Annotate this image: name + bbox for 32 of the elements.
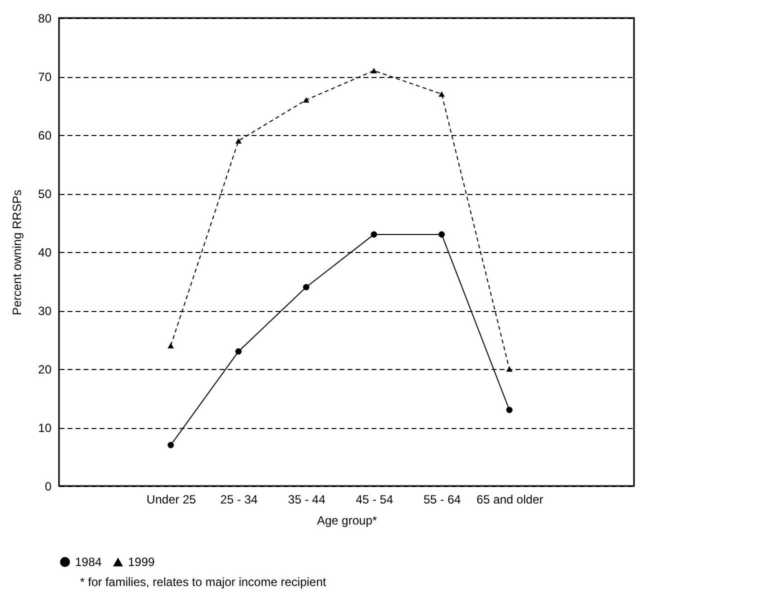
x-tick-label: 45 - 54 xyxy=(356,492,394,506)
y-tick-label: 40 xyxy=(38,246,52,260)
x-tick-label: Under 25 xyxy=(146,492,196,506)
y-tick-label: 70 xyxy=(38,70,52,84)
legend-label: 1984 xyxy=(75,555,102,569)
y-tick-label: 60 xyxy=(38,128,52,142)
x-tick-label: 55 - 64 xyxy=(423,492,462,506)
point xyxy=(168,442,174,448)
legend-label: 1999 xyxy=(128,555,156,569)
point xyxy=(506,406,513,414)
x-axis-title: Age group* xyxy=(316,514,378,528)
y-tick-label: 10 xyxy=(38,421,52,435)
point xyxy=(303,97,310,103)
point xyxy=(235,138,242,144)
y-tick-label: 20 xyxy=(38,362,52,376)
y-tick-label: 0 xyxy=(44,480,52,494)
y-tick-label: 30 xyxy=(38,304,52,318)
point xyxy=(438,231,445,238)
point xyxy=(303,284,310,290)
point xyxy=(370,231,378,238)
x-tick-label: 35 - 44 xyxy=(288,492,326,506)
point xyxy=(235,348,242,355)
point xyxy=(168,342,174,348)
y-tick-label: 80 xyxy=(38,12,52,26)
y-axis-title: Percent owning RRSPs xyxy=(10,190,24,316)
point xyxy=(506,366,513,372)
text: * for families, relates to major income recipient xyxy=(80,575,328,589)
x-tick-label: 25 - 34 xyxy=(220,492,258,506)
x-tick-label: 65 and older xyxy=(476,492,544,506)
point xyxy=(370,68,378,74)
point xyxy=(438,91,445,97)
y-tick-label: 50 xyxy=(38,187,52,201)
